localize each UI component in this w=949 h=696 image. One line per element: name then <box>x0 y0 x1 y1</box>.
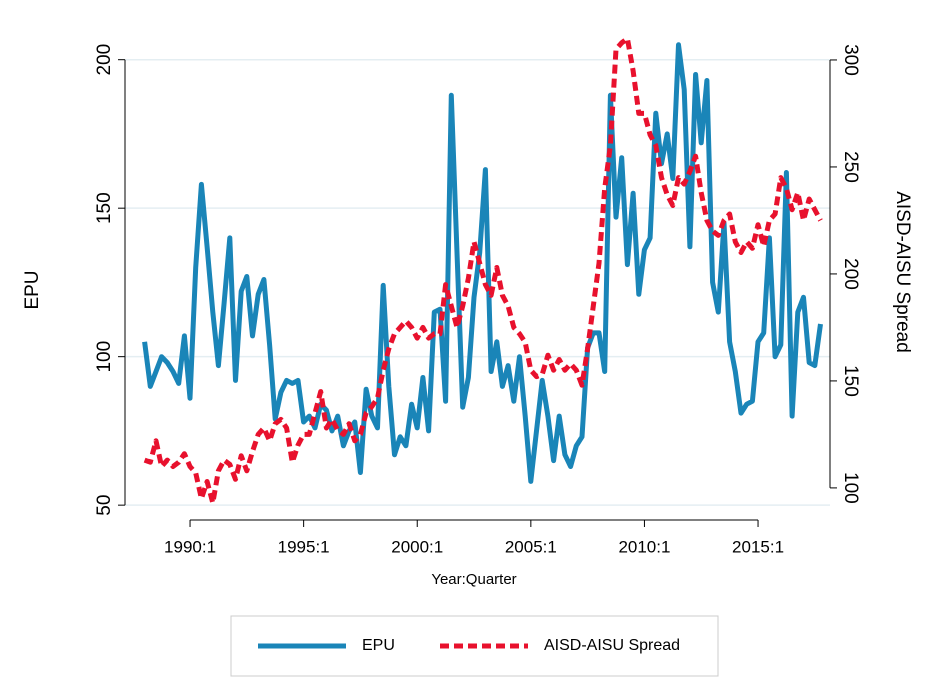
x-axis-title: Year:Quarter <box>431 571 516 588</box>
x-tick-label: 2010:1 <box>618 537 670 556</box>
legend-label: AISD-AISU Spread <box>544 637 680 654</box>
data-line <box>142 42 823 484</box>
legend-label: EPU <box>362 637 395 654</box>
x-tick-label: 2005:1 <box>505 537 557 556</box>
x-tick-label: 2015:1 <box>732 537 784 556</box>
y2-tick-label: 200 <box>840 258 861 290</box>
y-tick-label: 100 <box>94 341 115 373</box>
y-tick-label: 200 <box>94 44 115 76</box>
x-tick-label: 1995:1 <box>278 537 330 556</box>
y2-tick-label: 300 <box>840 44 861 76</box>
y-tick-label: 50 <box>94 495 115 516</box>
y2-tick-label: 250 <box>840 151 861 183</box>
data-line <box>143 36 823 506</box>
y2-tick-label: 100 <box>840 472 861 504</box>
y-tick-label: 150 <box>94 192 115 224</box>
y2-axis-title: AISD-AISU Spread <box>892 191 913 353</box>
y2-tick-label: 150 <box>840 365 861 397</box>
x-tick-label: 2000:1 <box>391 537 443 556</box>
y-axis-title: EPU <box>22 270 43 309</box>
x-tick-label: 1990:1 <box>164 537 216 556</box>
